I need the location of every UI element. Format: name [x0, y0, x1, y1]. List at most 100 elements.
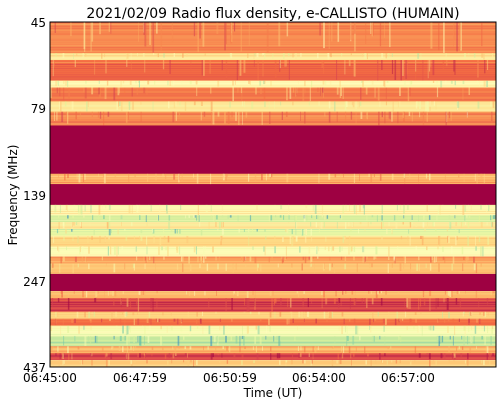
band-speckle: [439, 235, 441, 246]
band-speckle: [156, 291, 158, 294]
frequency-band: [50, 204, 496, 216]
band-speckle: [99, 235, 101, 243]
band-speckle: [262, 53, 265, 56]
band-speckle: [142, 325, 144, 330]
band-speckle: [406, 325, 408, 331]
band-speckle: [371, 335, 374, 342]
band-speckle: [158, 215, 159, 221]
band-speckle: [321, 215, 323, 218]
band-speckle: [476, 318, 478, 323]
band-speckle: [478, 235, 481, 243]
frequency-band: [50, 318, 496, 326]
band-speckle: [452, 256, 455, 264]
band-speckle: [356, 204, 357, 215]
band-speckle: [386, 360, 388, 365]
band-speckle: [91, 111, 93, 117]
band-speckle: [407, 298, 410, 309]
band-speckle: [351, 360, 352, 366]
band-speckle: [309, 263, 311, 268]
band-speckle: [480, 173, 481, 178]
band-speckle: [145, 215, 147, 222]
band-speckle: [461, 346, 464, 350]
band-speckle: [166, 325, 168, 333]
band-speckle: [75, 111, 77, 120]
band-speckle: [402, 111, 404, 118]
band-speckle: [441, 204, 444, 211]
band-speckle: [473, 263, 476, 271]
band-speckle: [344, 256, 347, 261]
band-speckle: [162, 346, 164, 351]
band-speckle: [218, 256, 221, 262]
band-speckle: [432, 80, 435, 83]
band-speckle: [144, 353, 146, 359]
band-speckle: [310, 222, 312, 227]
band-speckle: [254, 173, 257, 181]
band-speckle: [321, 222, 323, 229]
band-speckle: [79, 111, 81, 120]
band-speckle: [454, 325, 456, 335]
band-speckle: [375, 360, 377, 364]
band-streak: [50, 224, 496, 226]
band-speckle: [426, 111, 428, 122]
band-speckle: [244, 256, 246, 261]
band-speckle: [110, 353, 113, 360]
band-speckle: [239, 60, 242, 76]
band-speckle: [292, 87, 295, 93]
band-speckle: [118, 291, 120, 296]
band-streak: [50, 83, 496, 84]
band-speckle: [492, 291, 495, 294]
band-speckle: [477, 101, 480, 109]
band-speckle: [324, 80, 327, 86]
band-streak: [50, 105, 496, 107]
band-streak: [50, 31, 496, 33]
band-speckle: [308, 353, 310, 357]
band-speckle: [91, 360, 93, 366]
band-streak: [50, 66, 496, 68]
band-speckle: [450, 80, 453, 84]
band-speckle: [210, 204, 212, 212]
band-speckle: [141, 291, 143, 296]
band-speckle: [344, 235, 346, 243]
band-speckle: [331, 346, 334, 349]
band-speckle: [426, 204, 428, 212]
band-speckle: [144, 353, 146, 359]
band-speckle: [368, 291, 370, 294]
band-speckle: [194, 360, 197, 366]
band-speckle: [359, 101, 362, 106]
band-speckle: [398, 318, 400, 323]
band-speckle: [369, 80, 371, 83]
band-streak: [50, 329, 496, 331]
band-speckle: [138, 22, 139, 42]
band-streak: [50, 206, 496, 208]
band-speckle: [415, 318, 417, 323]
band-speckle: [379, 291, 381, 294]
band-speckle: [369, 318, 371, 325]
band-speckle: [466, 360, 469, 366]
band-speckle: [490, 335, 492, 345]
band-streak: [50, 342, 496, 344]
band-speckle: [429, 263, 432, 271]
band-speckle: [199, 215, 201, 223]
band-speckle: [55, 311, 57, 318]
band-speckle: [358, 229, 359, 234]
band-speckle: [363, 256, 365, 264]
band-speckle: [231, 22, 233, 43]
band-streak: [50, 119, 496, 121]
band-speckle: [59, 353, 61, 360]
band-speckle: [364, 346, 366, 354]
band-speckle: [116, 246, 118, 257]
y-tick-label-79: 79: [31, 102, 46, 116]
band-speckle: [211, 111, 213, 124]
band-speckle: [165, 246, 168, 251]
band-speckle: [263, 80, 266, 84]
band-speckle: [111, 346, 114, 351]
band-speckle: [205, 246, 206, 251]
band-speckle: [72, 215, 74, 219]
band-speckle: [51, 298, 54, 307]
band-speckle: [266, 22, 269, 53]
band-speckle: [58, 215, 60, 218]
band-speckle: [90, 325, 92, 331]
band-speckle: [416, 263, 418, 271]
band-speckle: [329, 80, 332, 87]
